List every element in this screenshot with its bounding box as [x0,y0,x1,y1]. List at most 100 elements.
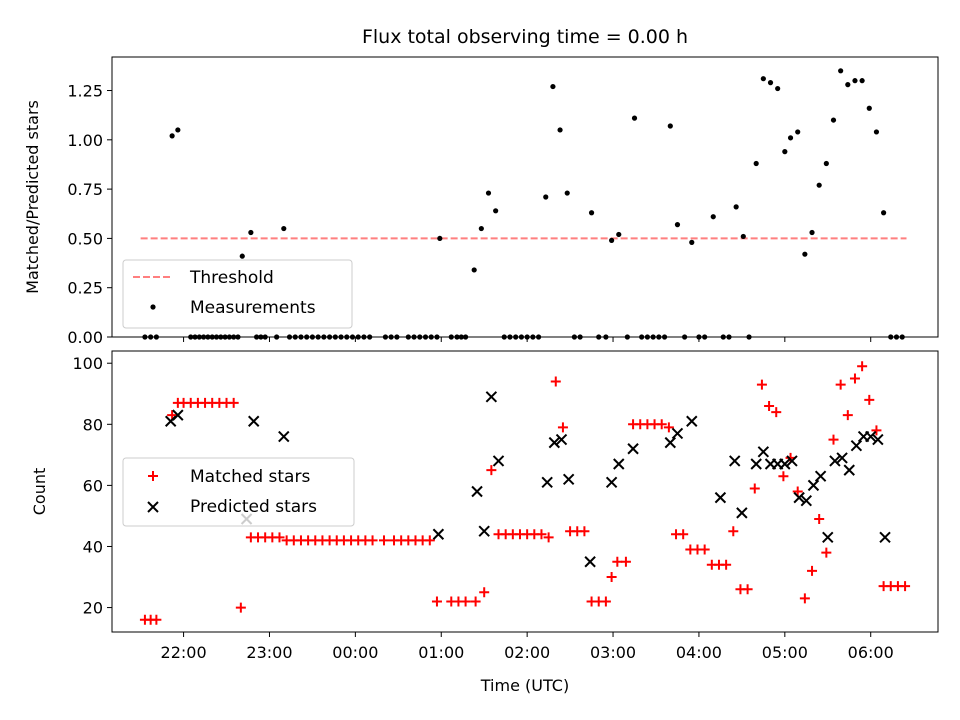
matched-marker [778,471,789,482]
predicted-marker [865,430,877,443]
measurement-point [201,334,207,340]
measurement-point [281,225,287,232]
measurement-point [787,135,794,141]
y-tick-label: 0.00 [67,328,103,347]
matched-marker [470,596,481,607]
legend-measurement-label: Measurements [190,298,316,318]
measurement-point [422,334,429,340]
measurement-point [169,133,175,139]
measurement-point [888,334,894,340]
measurement-point [524,334,530,340]
measurement-point [667,123,673,129]
predicted-marker [548,436,561,449]
measurement-point [253,334,260,340]
predicted-marker [872,433,884,446]
matched-marker [378,535,389,546]
measurement-point [733,204,739,210]
measurement-point [557,127,563,133]
predicted-marker [836,452,848,464]
measurement-point [218,334,224,340]
measurement-point [286,334,293,340]
measurement-point [222,334,228,340]
measurement-point [852,78,858,84]
measurement-point [746,334,752,340]
predicted-marker [613,458,625,470]
matched-marker [864,394,875,405]
measurement-point [148,334,154,340]
measurement-point [478,225,484,232]
measurement-point [205,334,211,340]
measurement-point [309,334,316,340]
measurement-point [298,334,304,340]
predicted-marker [478,525,490,537]
measurement-point [304,334,310,340]
measurement-point [338,334,344,340]
measurement-point [142,334,148,340]
matched-marker [742,584,753,595]
y-tick-label: 80 [83,415,103,434]
measurement-point [639,334,645,340]
measurement-point [588,210,595,216]
measurement-point [866,105,872,111]
y-tick-label: 20 [83,599,103,618]
measurement-point [501,334,507,340]
measurement-point [518,334,525,340]
measurement-point [775,85,781,92]
x-tick-label: 03:00 [590,643,636,662]
measurement-point [239,253,245,259]
measurement-point [382,334,389,340]
matched-marker [479,587,490,598]
measurement-point [188,334,194,340]
matched-marker [663,422,674,433]
x-tick-label: 04:00 [676,643,722,662]
x-tick-label: 22:00 [161,643,207,662]
legend-count: Matched stars Predicted stars [122,457,355,527]
measurement-point [454,334,460,340]
measurement-point [405,334,411,340]
measurement-point [321,334,327,340]
measurement-point [355,334,361,340]
measurement-point [631,115,638,121]
matched-marker [600,596,611,607]
measurement-point [816,182,822,188]
measurement-point [394,334,400,340]
y-axis-label: Count [30,468,49,516]
matched-marker [367,535,378,546]
measurement-point [609,237,615,243]
measurement-point [899,334,905,340]
count-panel: 20 40 60 80 100 22:00 23:00 00:00 01:00 02:00 03:0… [30,350,939,662]
measurement-point [471,267,477,273]
measurement-point [258,334,264,340]
predicted-marker [278,430,290,443]
measurement-point [767,80,774,86]
measurement-point [543,194,549,200]
y-tick-label: 0.25 [67,279,103,298]
predicted-marker [786,455,798,467]
measurement-point [213,334,220,340]
measurement-point [809,229,815,236]
measurement-point [550,83,556,90]
measurement-point [231,334,237,340]
measurement-point [644,334,650,340]
measurement-point [720,334,726,340]
measurement-point [823,160,829,167]
legend-box [122,457,355,527]
predicted-marker [147,501,159,513]
measurement-point [332,334,338,340]
matched-marker [606,572,617,583]
measurement-point [802,251,808,257]
matched-marker [431,596,442,607]
measurement-point [417,334,423,340]
matched-marker [148,471,158,481]
measurement-point [616,231,622,238]
predicted-marker [807,479,820,492]
measurement-point [830,117,837,123]
predicted-marker [485,391,498,403]
predicted-marker [714,491,727,504]
predicted-marker [471,485,483,498]
matched-marker [151,614,162,625]
measurement-point [448,334,454,340]
ratio-panel: 0.00 0.25 0.50 0.75 1.00 1.25 Matched/Predicte… [23,56,939,347]
measurement-point [577,334,583,340]
